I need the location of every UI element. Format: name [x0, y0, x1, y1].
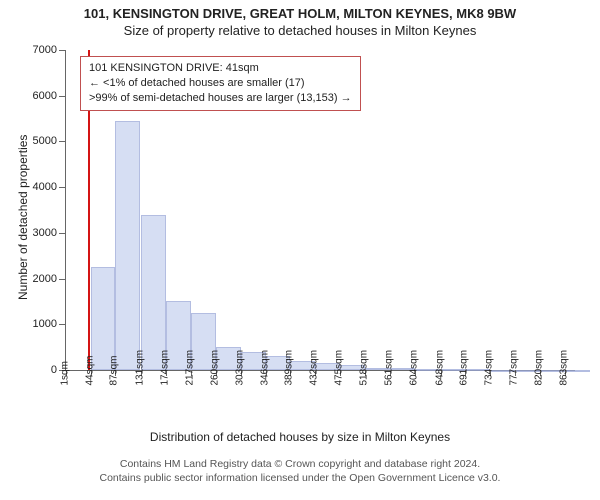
- ytick-label: 7000: [23, 44, 57, 56]
- ytick-mark: [59, 50, 65, 51]
- page-subtitle: Size of property relative to detached ho…: [0, 21, 600, 38]
- ytick-label: 2000: [23, 273, 57, 285]
- ytick-label: 3000: [23, 227, 57, 239]
- ytick-mark: [59, 279, 65, 280]
- footnote-line: Contains public sector information licen…: [0, 472, 600, 484]
- ytick-mark: [59, 324, 65, 325]
- ytick-mark: [59, 187, 65, 188]
- info-box-line: ← <1% of detached houses are smaller (17…: [89, 76, 352, 91]
- info-box-line: 101 KENSINGTON DRIVE: 41sqm: [89, 61, 352, 76]
- page-title: 101, KENSINGTON DRIVE, GREAT HOLM, MILTO…: [0, 0, 600, 21]
- ytick-mark: [59, 233, 65, 234]
- ytick-mark: [59, 96, 65, 97]
- bar: [141, 215, 166, 370]
- ytick-label: 1000: [23, 318, 57, 330]
- ytick-mark: [59, 141, 65, 142]
- footnote-line: Contains HM Land Registry data © Crown c…: [0, 458, 600, 470]
- ytick-label: 6000: [23, 90, 57, 102]
- ytick-label: 0: [23, 364, 57, 376]
- info-box: 101 KENSINGTON DRIVE: 41sqm ← <1% of det…: [80, 56, 361, 111]
- x-axis-label: Distribution of detached houses by size …: [0, 430, 600, 444]
- chart-container: 101, KENSINGTON DRIVE, GREAT HOLM, MILTO…: [0, 0, 600, 500]
- bar: [115, 121, 140, 370]
- ytick-label: 5000: [23, 135, 57, 147]
- y-axis: [65, 50, 66, 370]
- ytick-label: 4000: [23, 181, 57, 193]
- info-box-line: >99% of semi-detached houses are larger …: [89, 91, 352, 106]
